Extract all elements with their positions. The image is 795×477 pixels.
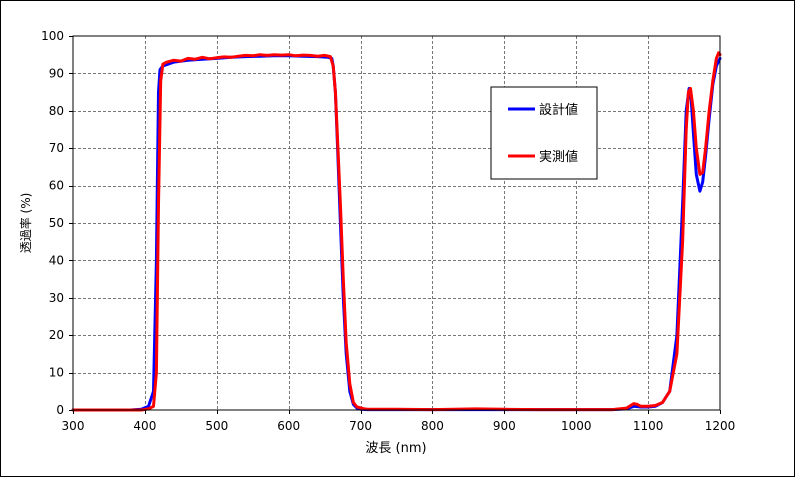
x-tick-label: 500 <box>205 419 228 433</box>
x-tick-label: 400 <box>133 419 156 433</box>
series-group <box>71 51 722 412</box>
x-tick-label: 900 <box>493 419 516 433</box>
legend-box <box>490 86 598 180</box>
y-axis-label: 透過率 (%) <box>18 193 33 254</box>
x-tick-label: 700 <box>349 419 372 433</box>
x-tick-label: 1100 <box>633 419 664 433</box>
y-tick-label: 80 <box>49 104 64 118</box>
y-tick-label: 50 <box>49 216 64 230</box>
y-tick-label: 100 <box>41 29 64 43</box>
x-tick-labels: 300 400 500 600 700 800 900 1000 1100 1200 <box>62 419 736 433</box>
x-tick-label: 300 <box>62 419 85 433</box>
axis-ticks <box>69 36 721 414</box>
y-tick-label: 0 <box>56 403 64 417</box>
legend-label-measured: 実測値 <box>539 149 578 165</box>
x-tick-label: 1200 <box>705 419 736 433</box>
y-tick-label: 70 <box>49 141 64 155</box>
y-tick-label: 40 <box>49 253 64 267</box>
x-axis-label: 波長 (nm) <box>365 441 426 456</box>
legend-label-design: 設計値 <box>539 102 578 118</box>
series-line-measured <box>71 51 722 412</box>
y-tick-label: 20 <box>49 328 64 342</box>
y-tick-label: 10 <box>49 366 64 380</box>
legend: 設計値 実測値 <box>490 86 598 180</box>
y-tick-label: 60 <box>49 179 64 193</box>
x-tick-label: 600 <box>277 419 300 433</box>
x-tick-label: 800 <box>421 419 444 433</box>
y-tick-labels: 0 10 20 30 40 50 60 70 80 90 100 <box>41 29 64 417</box>
x-tick-label: 1000 <box>561 419 592 433</box>
y-tick-label: 30 <box>49 291 64 305</box>
y-tick-label: 90 <box>49 66 64 80</box>
